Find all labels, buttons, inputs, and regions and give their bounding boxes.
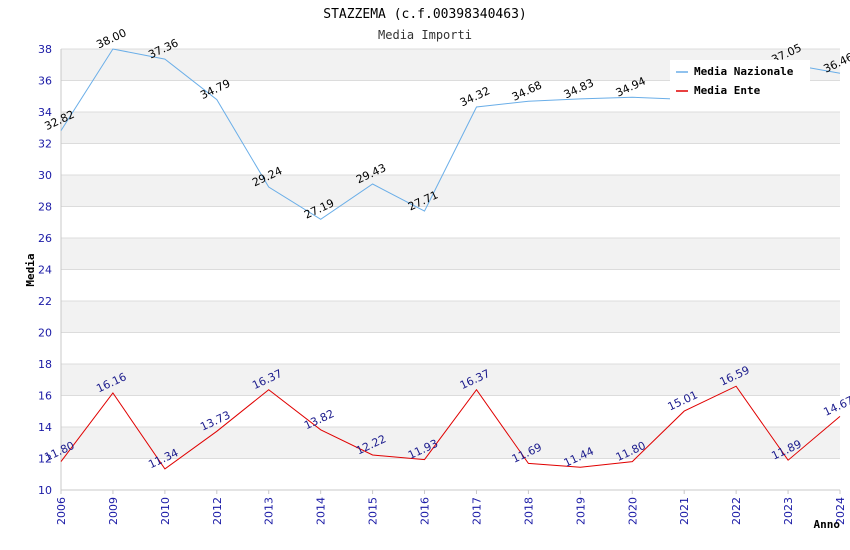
y-tick-label: 10 [38,484,52,497]
data-label: 38.00 [94,26,128,51]
grid-band [61,395,840,427]
grid-band [61,364,840,396]
y-tick-label: 36 [38,75,52,88]
grid-bands [61,48,840,491]
legend-label-nazionale: Media Nazionale [694,65,794,78]
grid-band [61,301,840,333]
x-tick-label: 2021 [678,497,691,525]
grid-band [61,238,840,270]
series-line-media-ente [60,385,841,470]
y-axis: 10 12 14 16 18 20 22 24 26 28 30 32 34 36 38 [38,43,62,497]
legend-box [670,60,810,102]
y-tick-label: 24 [38,264,52,277]
grid-band [61,206,840,238]
x-tick-label: 2015 [367,497,380,525]
y-tick-label: 20 [38,327,52,340]
y-tick-label: 30 [38,169,52,182]
grid-band [61,458,840,490]
x-tick-label: 2018 [522,497,535,525]
y-tick-label: 38 [38,43,52,56]
x-axis: 2006 2009 2010 2012 2013 2014 2015 2016 2017 2018… [55,489,847,525]
x-tick-label: 2009 [107,497,120,525]
chart-subtitle: Media Importi [378,28,472,42]
y-tick-label: 14 [38,421,52,434]
y-tick-label: 18 [38,358,52,371]
y-tick-label: 26 [38,232,52,245]
grid-band [61,175,840,207]
x-tick-label: 2022 [730,497,743,525]
y-tick-label: 16 [38,390,52,403]
chart-title: STAZZEMA (c.f.00398340463) [323,7,527,22]
y-tick-label: 28 [38,201,52,214]
x-tick-label: 2012 [211,497,224,525]
x-tick-label: 2024 [834,497,847,525]
legend: Media Nazionale Media Ente [670,60,810,102]
grid-band [61,332,840,364]
y-tick-label: 34 [38,106,52,119]
y-tick-label: 32 [38,138,52,151]
x-tick-label: 2014 [315,497,328,525]
x-tick-label: 2016 [419,497,432,525]
grid-band [61,427,840,459]
x-tick-label: 2019 [574,497,587,525]
y-tick-label: 12 [38,453,52,466]
y-tick-label: 22 [38,295,52,308]
x-tick-label: 2013 [263,497,276,525]
x-tick-label: 2017 [470,497,483,525]
x-tick-label: 2010 [159,497,172,525]
x-tick-label: 2006 [55,497,68,525]
grid-band [61,112,840,144]
x-axis-title: Anno [814,518,841,531]
grid-band [61,269,840,301]
y-axis-title: Media [24,253,37,286]
legend-label-ente: Media Ente [694,84,761,97]
x-tick-label: 2020 [626,497,639,525]
x-tick-label: 2023 [782,497,795,525]
